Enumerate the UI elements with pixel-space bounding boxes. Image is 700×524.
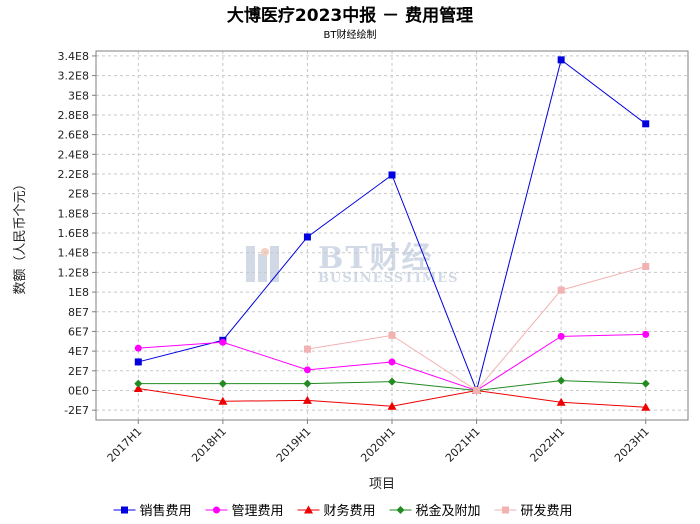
x-tick-label: 2022H1 [527,425,567,465]
chart-subtitle: BT财经绘制 [324,28,377,41]
data-point-tax [641,379,650,388]
data-point-admin [557,332,565,340]
y-tick-label: 1E8 [68,286,89,299]
data-point-rnd [303,345,311,353]
data-point-finance [556,397,566,406]
x-axis-ticks: 2017H1 2018H1 2019H1 2020H1 2021H1 2022H1 2023… [105,420,652,465]
data-point-admin [134,344,142,352]
legend-item-rnd: 研发费用 [494,503,573,519]
data-point-rnd [388,331,396,339]
legend-label-tax: 税金及附加 [416,503,481,519]
data-point-sales [303,233,311,241]
data-point-finance [133,384,143,393]
legend-marker-sales [121,506,128,514]
y-tick-label: 3.2E8 [58,70,89,83]
legend: 销售费用 管理费用 财务费用 税金及附加 研发费用 [113,503,573,519]
legend-item-admin: 管理费用 [205,504,284,519]
data-point-tax [557,376,566,385]
data-point-admin [642,330,650,338]
legend-marker-tax [396,506,405,514]
data-point-tax [303,379,312,388]
watermark-main: BT财经 [318,241,434,276]
y-tick-label: 2.4E8 [58,148,89,161]
y-tick-label: 4E7 [68,345,89,358]
y-tick-label: 6E7 [68,325,89,338]
y-axis-label: 数额（人民币个元） [13,177,28,294]
legend-item-finance: 财务费用 [297,503,376,519]
y-tick-label: 3E8 [68,89,89,102]
data-point-finance [641,402,651,411]
legend-item-sales: 销售费用 [113,503,192,519]
y-tick-label: 2.6E8 [58,129,89,142]
y-tick-label: 1.6E8 [58,227,89,240]
legend-marker-finance [304,505,313,514]
legend-marker-admin [213,506,220,514]
y-tick-label: 3.4E8 [58,50,89,63]
chart-title: 大博医疗2023中报 － 费用管理 [227,5,473,26]
legend-label-admin: 管理费用 [232,504,284,519]
data-point-sales [134,358,142,366]
y-tick-label: 1.2E8 [58,266,89,279]
data-point-sales [388,171,396,179]
y-tick-label: 1.4E8 [58,247,89,260]
data-point-admin [388,358,396,366]
data-point-finance [387,401,397,410]
x-tick-label: 2023H1 [612,425,652,465]
x-tick-label: 2019H1 [274,425,314,465]
y-tick-label: 1.8E8 [58,207,89,220]
y-tick-label: 2.8E8 [58,109,89,122]
series-layer [133,56,651,411]
data-point-admin [219,338,227,346]
watermark-sub: BUSINESSTIMES [318,271,459,286]
data-point-finance [218,396,228,405]
legend-item-tax: 税金及附加 [389,503,481,519]
y-tick-label: 2E8 [68,188,89,201]
legend-label-finance: 财务费用 [324,503,376,519]
data-point-finance [302,395,312,404]
data-point-tax [134,379,143,388]
x-tick-label: 2017H1 [105,425,145,465]
data-point-sales [557,56,565,64]
y-tick-label: 2.2E8 [58,168,89,181]
series-finance [133,384,651,411]
x-axis-label: 项目 [369,477,395,492]
series-rnd [303,262,650,394]
x-tick-label: 2018H1 [189,425,229,465]
series-tax [134,376,650,395]
plot-frame [95,50,689,421]
watermark: BT财经 BUSINESSTIMES [246,241,459,286]
data-point-rnd [557,286,565,294]
x-tick-label: 2020H1 [358,425,398,465]
data-point-admin [303,366,311,374]
data-point-rnd [473,386,481,394]
legend-marker-rnd [502,506,509,514]
data-point-tax [218,379,227,388]
legend-label-sales: 销售费用 [140,503,192,519]
data-point-rnd [642,262,650,270]
y-tick-label: -2E7 [64,404,89,417]
y-axis-ticks: -2E7 0E0 2E7 4E7 6E7 8E7 1E8 1.2E8 1.4E8 1.6E8 1.8… [58,50,96,417]
y-tick-label: 0E0 [68,384,89,397]
legend-label-rnd: 研发费用 [521,503,573,519]
y-tick-label: 8E7 [68,306,89,319]
data-point-sales [642,120,650,128]
x-tick-label: 2021H1 [443,425,483,465]
y-tick-label: 2E7 [68,365,89,378]
data-point-tax [388,377,396,386]
watermark-logo-icon [246,246,279,282]
